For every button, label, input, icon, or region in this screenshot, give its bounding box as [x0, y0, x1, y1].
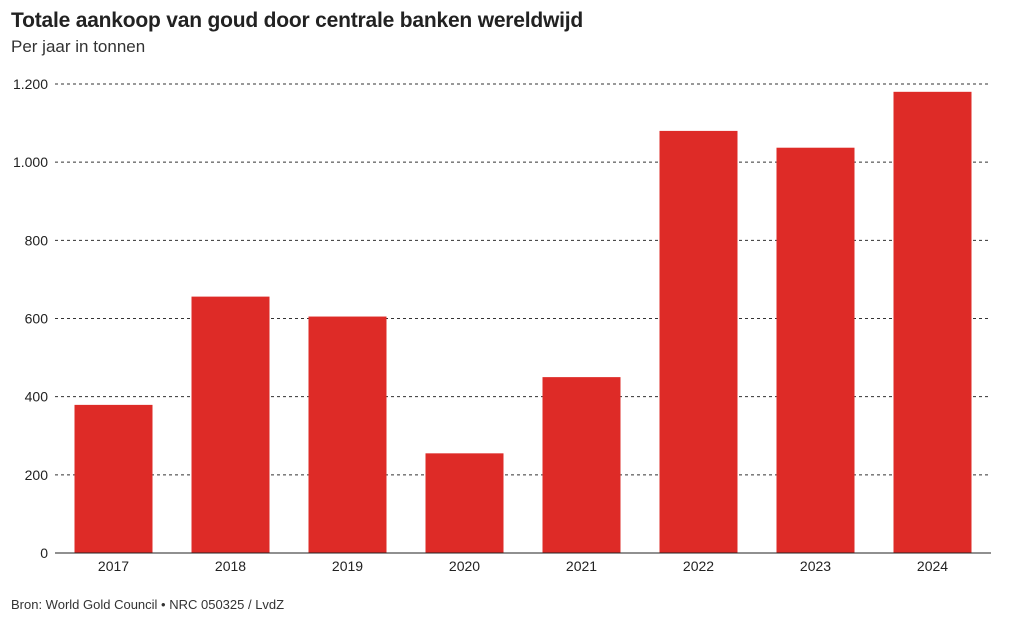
- x-tick-label: 2020: [449, 558, 480, 574]
- y-tick-label: 600: [25, 311, 49, 327]
- x-tick-label: 2023: [800, 558, 831, 574]
- x-tick-label: 2022: [683, 558, 714, 574]
- chart-title: Totale aankoop van goud door centrale ba…: [11, 9, 584, 32]
- y-tick-label: 0: [40, 545, 48, 561]
- y-tick-label: 1.200: [13, 76, 48, 92]
- bar-2018: [191, 296, 270, 553]
- x-tick-label: 2021: [566, 558, 597, 574]
- y-tick-label: 400: [25, 389, 49, 405]
- bar-2017: [74, 404, 153, 553]
- y-tick-label: 800: [25, 232, 49, 248]
- bar-2022: [659, 130, 738, 553]
- x-tick-label: 2019: [332, 558, 363, 574]
- x-tick-label: 2024: [917, 558, 948, 574]
- bar-2021: [542, 377, 621, 553]
- y-tick-label: 1.000: [13, 154, 48, 170]
- bars: [74, 91, 972, 554]
- x-axis: 2017 2018 2019 2020 2021 2022 2023 2024: [55, 552, 991, 574]
- source-note: Bron: World Gold Council • NRC 050325 / …: [11, 597, 285, 612]
- y-axis: 0 200 400 600 800 1.000 1.200: [13, 76, 48, 561]
- chart-subtitle: Per jaar in tonnen: [11, 37, 146, 56]
- x-tick-label: 2017: [98, 558, 129, 574]
- bar-2020: [425, 453, 504, 553]
- y-tick-label: 200: [25, 467, 49, 483]
- bar-2023: [776, 147, 855, 554]
- x-tick-label: 2018: [215, 558, 246, 574]
- bar-2019: [308, 316, 387, 553]
- bar-2024: [893, 91, 972, 554]
